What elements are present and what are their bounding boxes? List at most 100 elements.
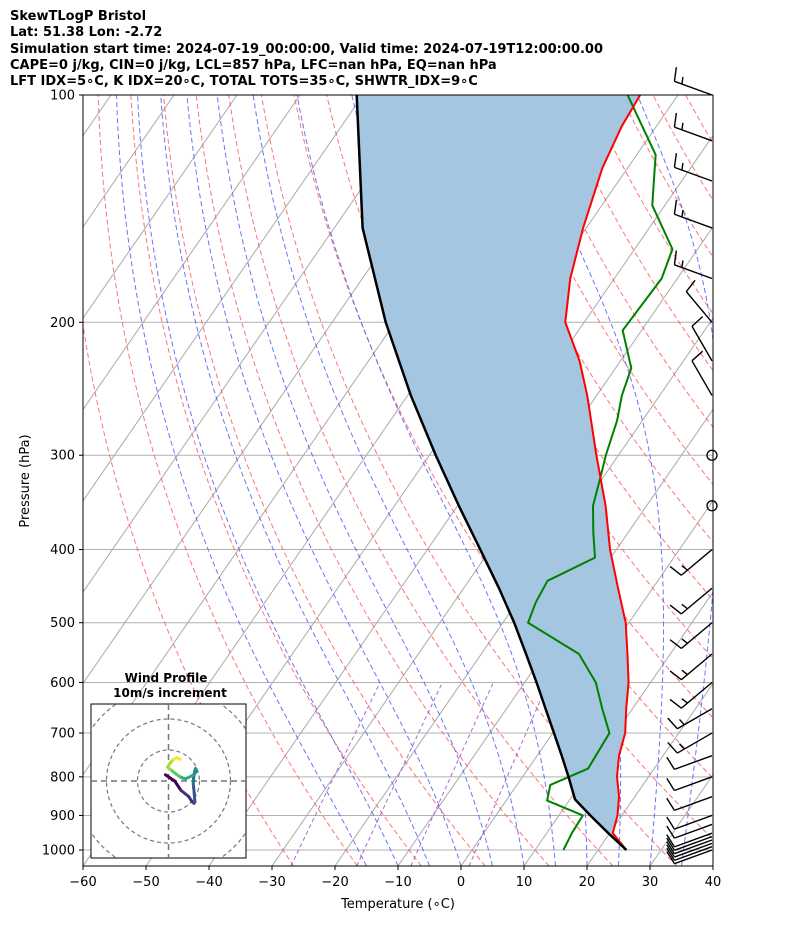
plot-area xyxy=(83,95,794,866)
wind-barb xyxy=(669,587,713,615)
y-tick-label: 100 xyxy=(50,89,75,104)
dry-adiabat xyxy=(228,95,614,866)
hodograph-segment xyxy=(179,788,191,798)
x-tick-label: −30 xyxy=(258,875,285,890)
barb-full xyxy=(666,778,676,791)
isotherm xyxy=(776,95,794,866)
x-tick-label: −50 xyxy=(132,875,159,890)
wind-barb xyxy=(667,708,713,730)
barb-half xyxy=(681,603,688,610)
dry-adiabat xyxy=(685,95,713,145)
wind-barb xyxy=(669,653,713,681)
wind-barb xyxy=(669,549,713,576)
barb-full xyxy=(667,741,678,754)
dry-adiabat xyxy=(718,95,794,866)
station-location: Lat: 51.38 Lon: -2.72 xyxy=(10,25,163,41)
wind-barb xyxy=(691,350,713,396)
barb-full xyxy=(666,825,676,839)
moist-adiabat xyxy=(160,95,430,866)
barb-full xyxy=(673,112,678,128)
barb-full xyxy=(666,756,676,770)
moist-adiabat xyxy=(115,95,367,866)
y-tick-label: 300 xyxy=(50,449,75,464)
barb-shaft xyxy=(674,796,713,812)
wind-barb xyxy=(666,835,713,851)
barb-shaft xyxy=(674,842,713,858)
barb-shaft xyxy=(674,755,713,771)
chart-title: SkewTLogP Bristol xyxy=(10,9,147,24)
barb-full xyxy=(667,717,678,730)
y-tick-label: 800 xyxy=(50,770,75,785)
wind-barb xyxy=(666,832,713,848)
dewpoint-line xyxy=(527,95,674,851)
barb-shaft xyxy=(674,835,713,851)
barb-shaft xyxy=(674,776,713,792)
x-tick-label: 20 xyxy=(579,875,596,890)
wind-barb xyxy=(666,839,713,855)
barb-shaft xyxy=(677,708,713,730)
barb-shaft xyxy=(685,291,713,323)
barb-half xyxy=(681,260,684,268)
moist-adiabat xyxy=(137,95,399,866)
temperature-line xyxy=(564,95,642,851)
wind-barb xyxy=(666,776,713,792)
barb-half xyxy=(681,122,684,130)
barb-full xyxy=(673,250,678,265)
wind-barb xyxy=(673,199,713,229)
chart-header: SkewTLogP Bristol Lat: 51.38 Lon: -2.72 … xyxy=(10,9,603,90)
barb-full xyxy=(669,604,682,615)
isotherm xyxy=(83,95,301,411)
calm-wind-marker xyxy=(706,500,718,512)
hodograph-inset: Wind Profile 10m/s increment xyxy=(90,671,247,859)
barb-full xyxy=(673,153,678,168)
barb-shaft xyxy=(674,832,713,848)
x-tick-label: 0 xyxy=(457,875,465,890)
barb-full xyxy=(669,698,682,709)
x-axis: −60 −50 −40 −30 −20 −10 0 10 20 30 40 xyxy=(69,866,721,890)
moist-adiabat xyxy=(636,95,713,866)
isotherm xyxy=(649,773,713,866)
barb-full xyxy=(666,847,676,861)
barb-full xyxy=(669,639,682,649)
y-axis: 100 200 300 400 500 600 700 800 900 1000 xyxy=(42,89,83,859)
wind-barb xyxy=(667,732,713,754)
hodograph-segment xyxy=(175,756,182,761)
barb-half xyxy=(681,209,684,218)
dry-adiabat xyxy=(97,95,358,866)
mixing-ratio-line xyxy=(468,682,549,866)
mixing-ratio-line xyxy=(410,682,494,866)
wind-barb xyxy=(669,681,713,709)
y-tick-label: 900 xyxy=(50,809,75,824)
moist-adiabat xyxy=(252,95,525,866)
dry-adiabat xyxy=(162,95,486,866)
dry-adiabat xyxy=(260,95,678,866)
barb-shaft xyxy=(674,166,713,182)
hodograph-segment xyxy=(163,773,177,783)
isotherm xyxy=(460,499,713,866)
barb-half xyxy=(678,718,685,726)
barb-shaft xyxy=(674,264,713,280)
barb-full xyxy=(666,851,676,865)
y-tick-label: 600 xyxy=(50,676,75,691)
dry-adiabat xyxy=(619,95,713,258)
y-tick-label: 700 xyxy=(50,727,75,742)
parcel-parameters: CAPE=0 j/kg, CIN=0 j/kg, LCL=857 hPa, LF… xyxy=(10,57,497,73)
hodograph-ring xyxy=(105,718,232,844)
barb-full xyxy=(669,565,682,576)
dry-adiabat xyxy=(195,95,550,866)
isotherm xyxy=(83,95,238,320)
barb-shaft xyxy=(674,849,713,865)
wind-barb xyxy=(673,112,713,142)
wind-barb xyxy=(666,849,713,865)
barb-half xyxy=(678,743,685,750)
barb-full xyxy=(685,279,696,293)
y-tick-label: 1000 xyxy=(42,844,75,859)
x-tick-label: 40 xyxy=(705,875,722,890)
barb-full xyxy=(691,316,704,327)
barb-shaft xyxy=(680,587,713,615)
hodograph-segment xyxy=(191,782,196,795)
barb-full xyxy=(666,797,676,811)
barb-shaft xyxy=(674,80,713,96)
wind-barb xyxy=(691,316,713,362)
barb-shaft xyxy=(674,823,713,839)
